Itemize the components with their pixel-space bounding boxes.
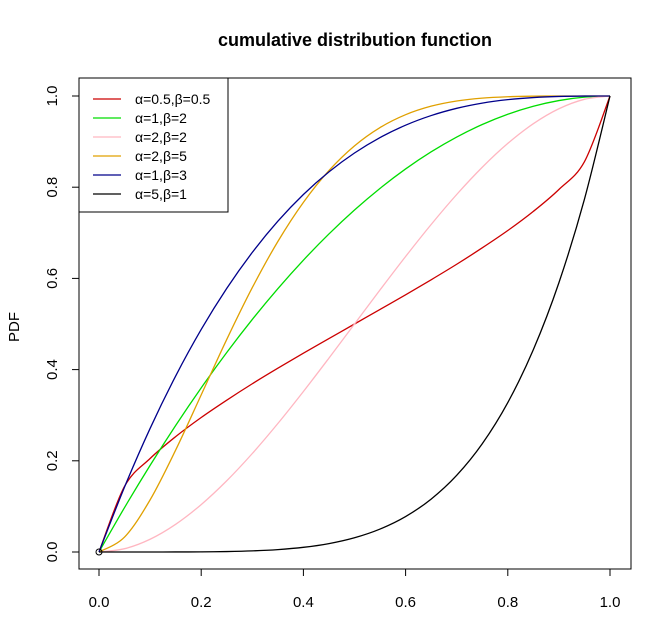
legend-label: α=0.5,β=0.5 xyxy=(135,91,211,107)
x-tick-label: 1.0 xyxy=(600,594,621,611)
plot-frame xyxy=(78,77,632,570)
y-tick-label: 0.0 xyxy=(44,542,61,563)
legend-label: α=1,β=3 xyxy=(135,167,187,183)
y-tick-label: 0.2 xyxy=(44,450,61,471)
series-line-3 xyxy=(98,95,611,553)
y-axis-label: PDF xyxy=(6,312,23,342)
x-tick-label: 0.0 xyxy=(89,594,110,611)
legend-label: α=2,β=2 xyxy=(135,129,187,145)
x-tick-label: 0.2 xyxy=(191,594,212,611)
chart-title: cumulative distribution function xyxy=(218,30,492,50)
y-tick-label: 0.8 xyxy=(44,177,61,198)
series-line-5 xyxy=(98,95,611,553)
origin-point xyxy=(95,548,103,556)
y-tick-label: 0.4 xyxy=(44,359,61,380)
y-tick-label: 0.6 xyxy=(44,268,61,289)
legend-label: α=5,β=1 xyxy=(135,186,187,202)
series-line-2 xyxy=(98,95,611,553)
legend: α=0.5,β=0.5 α=1,β=2 α=2,β=2 α=2,β=5 α=1,β=3 α… xyxy=(78,77,229,213)
y-tick-label: 1.0 xyxy=(44,86,61,107)
legend-label: α=1,β=2 xyxy=(135,110,187,126)
legend-label: α=2,β=5 xyxy=(135,148,187,164)
x-tick-label: 0.6 xyxy=(395,594,416,611)
plot-area: 0.0 0.2 0.4 0.6 0.8 1.0 0.0 0.2 0.4 0.6 0.8 1.0 xyxy=(44,86,620,611)
series-line-6 xyxy=(99,95,611,553)
series-line-4 xyxy=(98,95,611,553)
legend-box xyxy=(78,77,229,213)
x-tick-label: 0.8 xyxy=(497,594,518,611)
x-tick-label: 0.4 xyxy=(293,594,314,611)
